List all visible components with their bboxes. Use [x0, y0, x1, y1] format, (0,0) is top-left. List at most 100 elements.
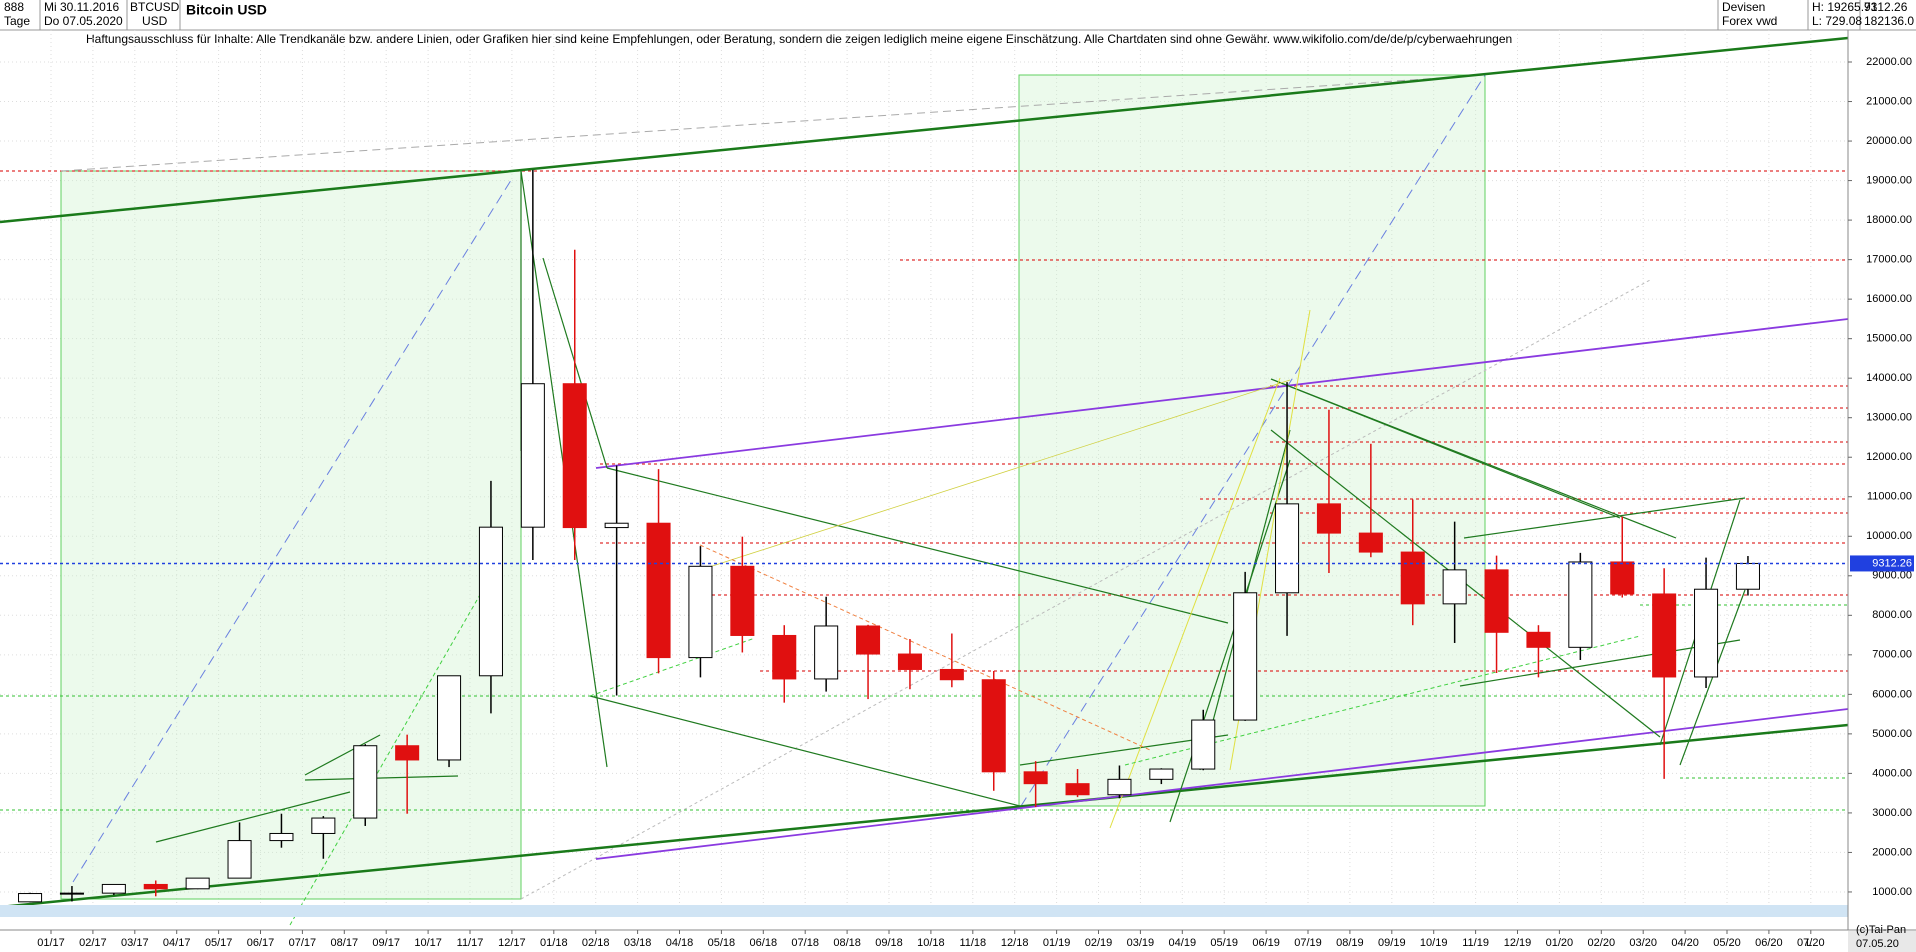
end-date: Do 07.05.2020 [44, 14, 123, 28]
trend-line [520, 279, 1651, 900]
candle-body [1526, 631, 1551, 648]
x-tick-label: 11/19 [1462, 937, 1489, 949]
grid [0, 30, 1848, 905]
x-tick-label: 01/18 [540, 937, 568, 949]
header-separators [0, 0, 1916, 31]
x-tick-label: 02/17 [79, 937, 107, 949]
volume-value: 182136.0 [1864, 14, 1914, 28]
x-tick-label: 05/17 [205, 937, 233, 949]
candle-body [730, 565, 755, 636]
candle-body [772, 634, 797, 680]
candle-body [1149, 768, 1174, 780]
x-tick-label: 06/18 [750, 937, 778, 949]
trend-line [589, 637, 756, 697]
y-tick-label: 11000.00 [1867, 491, 1912, 503]
channel-line [0, 723, 1849, 909]
candle-body [395, 745, 420, 761]
annotations [0, 36, 1849, 926]
candle-body [981, 679, 1006, 773]
trend-line [1270, 378, 1621, 519]
trend-line [699, 379, 1291, 571]
y-tick-label: 16000.00 [1866, 293, 1912, 305]
y-tick-label: 14000.00 [1866, 372, 1912, 384]
zone-rect [60, 170, 522, 900]
list-selector[interactable]: 888 [4, 0, 24, 14]
candle-body [939, 668, 964, 681]
candle-body [437, 675, 462, 761]
corner [1848, 931, 1916, 952]
trend-line [699, 544, 1151, 751]
x-tick-label: 01/20 [1546, 937, 1574, 949]
x-tick-label: 11/18 [959, 937, 986, 949]
x-tick-label: 07/20 [1797, 937, 1825, 949]
x-tick-label: 07/17 [289, 937, 317, 949]
x-tick-label: 10/18 [917, 937, 945, 949]
candle-body [1652, 593, 1677, 678]
candle-body [1442, 569, 1467, 605]
candle-body [814, 625, 839, 680]
candle-body [311, 817, 336, 834]
candle-body [897, 653, 922, 670]
candle-body [520, 383, 545, 528]
trend-line [1459, 639, 1741, 687]
x-tick-label: 03/17 [121, 937, 149, 949]
y-tick-label: 15000.00 [1866, 333, 1912, 345]
x-tick-label: 05/19 [1210, 937, 1238, 949]
candle-body [478, 526, 503, 677]
x-tick-label: 12/17 [498, 937, 526, 949]
candle-body [604, 522, 629, 529]
trend-line [1020, 74, 1486, 807]
y-tick-label: 19000.00 [1866, 174, 1912, 186]
y-tick-label: 6000.00 [1872, 688, 1912, 700]
candle-body [856, 625, 881, 655]
x-tick-label: 03/18 [624, 937, 652, 949]
candle-body [269, 832, 294, 842]
x-tick-label: 01/19 [1043, 937, 1071, 949]
last-price-label: 9312.26 [1872, 557, 1912, 569]
candle-body [1484, 569, 1509, 633]
y-tick-label: 1000.00 [1872, 886, 1912, 898]
period-selector[interactable]: Tage [4, 14, 30, 28]
y-tick-label: 3000.00 [1872, 807, 1912, 819]
candle-body [1275, 503, 1300, 594]
y-tick-label: 17000.00 [1866, 254, 1912, 266]
x-tick-label: 05/18 [708, 937, 736, 949]
candle-body [1735, 562, 1760, 590]
y-tick-label: 20000.00 [1866, 135, 1912, 147]
x-tick-label: 04/20 [1671, 937, 1699, 949]
trend-line [304, 734, 381, 776]
x-tick-label: 04/18 [666, 937, 694, 949]
candle-body [1191, 719, 1216, 770]
x-tick-label: 01/17 [37, 937, 65, 949]
x-tick-label: 09/18 [875, 937, 903, 949]
scale-toggle[interactable]: L [1806, 937, 1812, 949]
y-tick-label: 7000.00 [1872, 649, 1912, 661]
x-tick-label: 02/18 [582, 937, 610, 949]
candle-body [18, 893, 43, 903]
y-tick-label: 2000.00 [1872, 846, 1912, 858]
candle-body [1065, 783, 1090, 796]
trend-line [72, 176, 514, 883]
y-tick-label: 4000.00 [1872, 767, 1912, 779]
channel-line [595, 708, 1849, 860]
y-tick-label: 8000.00 [1872, 609, 1912, 621]
trend-line [1679, 589, 1746, 766]
candle-body [353, 745, 378, 819]
y-tick-label: 12000.00 [1866, 451, 1912, 463]
x-tick-label: 02/19 [1085, 937, 1113, 949]
trend-line [155, 791, 351, 843]
x-tick-label: 05/20 [1713, 937, 1741, 949]
x-tick-label: 06/17 [247, 937, 275, 949]
candle-body [1107, 778, 1132, 796]
trend-line [1109, 377, 1281, 829]
candle-body [59, 892, 84, 895]
y-tick-label: 9000.00 [1872, 570, 1912, 582]
candle-body [1400, 551, 1425, 605]
x-tick-label: 07/18 [791, 937, 819, 949]
disclaimer: Haftungsausschluss für Inhalte: Alle Tre… [86, 32, 1512, 46]
x-tick-label: 02/20 [1588, 937, 1616, 949]
market: Devisen [1722, 0, 1765, 14]
candle-body [101, 883, 126, 894]
candle-body [1610, 561, 1635, 595]
